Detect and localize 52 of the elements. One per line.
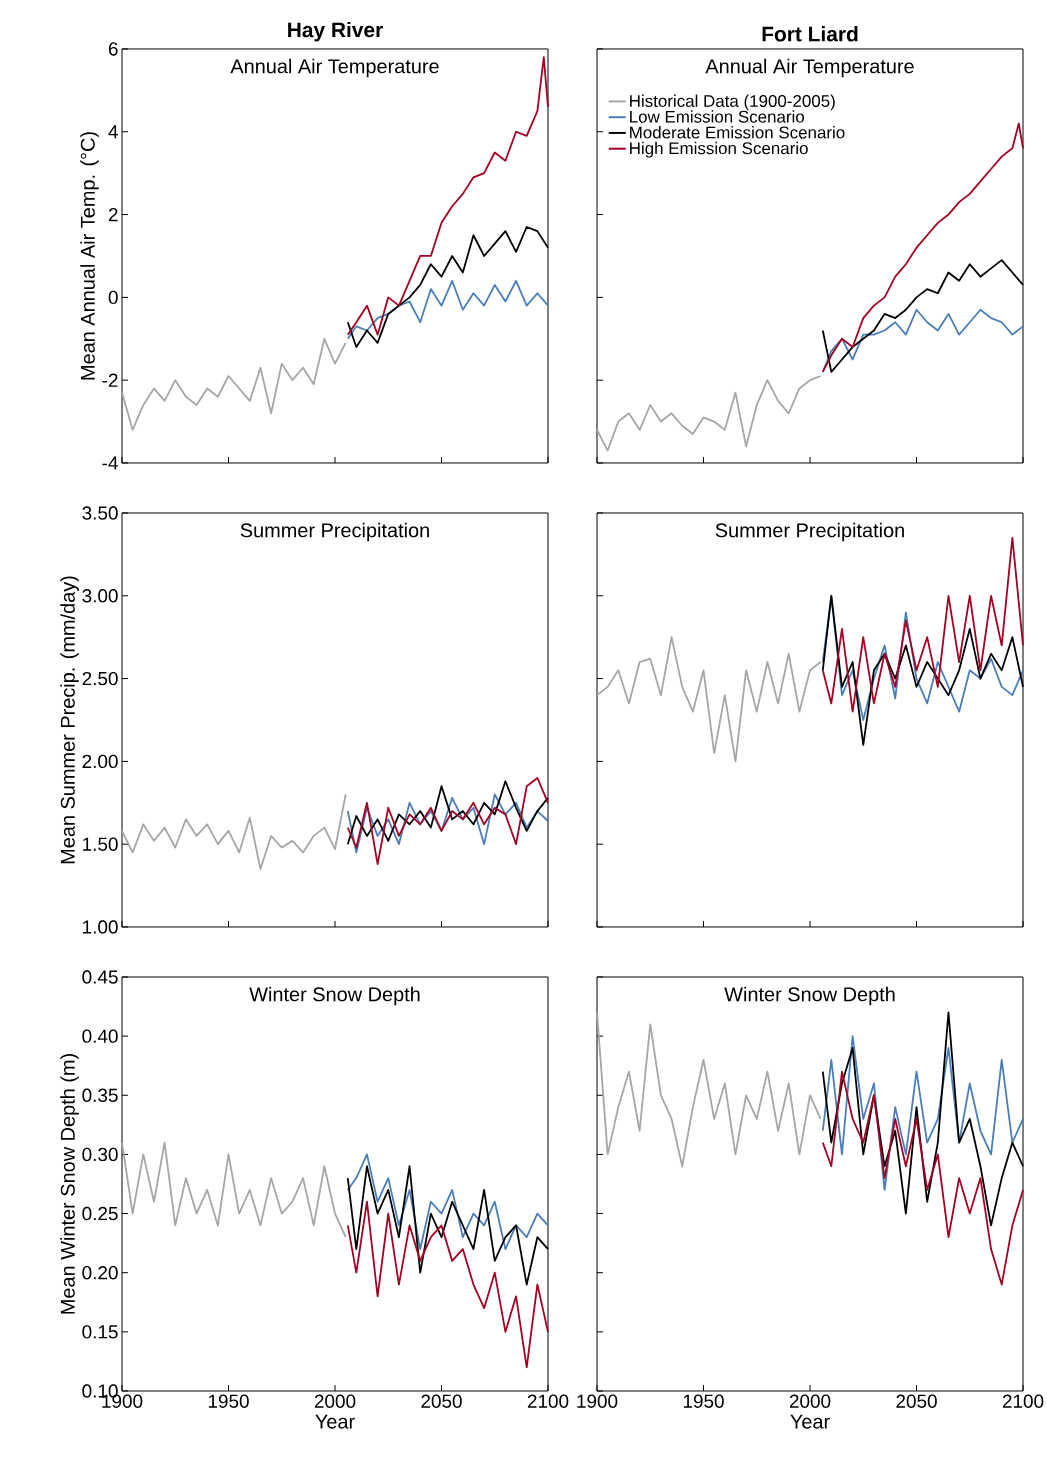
- x-axis-title: Year: [790, 1414, 830, 1429]
- y-tick-label: 2: [108, 207, 118, 222]
- chart-subtitle: Winter Snow Depth: [724, 986, 895, 1006]
- y-tick-label: 0.15: [82, 1325, 118, 1339]
- legend-label: High Emission Scenario: [629, 141, 808, 158]
- y-tick-label: 1.00: [82, 920, 118, 934]
- x-axis-title: Year: [315, 1414, 355, 1429]
- y-tick-label: 0.20: [82, 1266, 118, 1280]
- chart-subtitle: Annual Air Temperature: [230, 58, 439, 78]
- chart-subtitle: Summer Precipitation: [240, 522, 429, 542]
- line-series: [120, 1141, 347, 1239]
- y-axis-title: Mean Summer Precip. (mm/day): [60, 576, 79, 864]
- x-tick-label: 2100: [1002, 1394, 1044, 1408]
- line-series: [346, 279, 549, 340]
- y-tick-label: 2.50: [82, 671, 118, 686]
- y-tick-label: 0: [108, 290, 118, 305]
- y-tick-label: 0.25: [82, 1206, 118, 1221]
- line-series: [346, 777, 549, 865]
- y-tick-label: 4: [108, 125, 118, 139]
- y-tick-label: 0.30: [82, 1147, 118, 1162]
- x-tick-label: 2100: [527, 1394, 569, 1408]
- x-tick-label: 1950: [683, 1394, 724, 1408]
- x-tick-label: 2050: [896, 1394, 937, 1408]
- x-tick-label: 1950: [208, 1394, 249, 1408]
- line-series: [120, 793, 347, 870]
- y-tick-label: 0.45: [82, 970, 118, 984]
- y-axis-title: Mean Winter Snow Depth (m): [60, 1054, 79, 1314]
- legend-label: Historical Data (1900-2005): [629, 94, 835, 111]
- chart-title: Fort Liard: [762, 26, 858, 42]
- y-tick-label: 6: [108, 42, 118, 56]
- x-tick-label: 2000: [314, 1394, 356, 1408]
- y-tick-label: -2: [102, 373, 118, 387]
- chart-subtitle: Summer Precipitation: [715, 522, 904, 542]
- legend-label: Moderate Emission Scenario: [629, 126, 845, 139]
- chart-subtitle: Annual Air Temperature: [705, 58, 914, 78]
- x-tick-label: 2050: [421, 1394, 462, 1408]
- y-tick-label: 0.35: [82, 1088, 118, 1102]
- legend-label: Low Emission Scenario: [629, 110, 804, 123]
- y-tick-label: 1.50: [82, 837, 118, 851]
- y-axis-title: Mean Annual Air Temp. (°C): [80, 132, 99, 380]
- line-series: [346, 1200, 549, 1369]
- y-tick-label: 2.00: [82, 754, 118, 769]
- x-tick-label: 2000: [789, 1394, 831, 1408]
- y-tick-label: 3.50: [82, 506, 118, 520]
- line-series: [346, 1153, 549, 1250]
- y-tick-label: 0.40: [82, 1029, 118, 1043]
- y-tick-label: -4: [102, 456, 118, 470]
- line-series: [346, 793, 549, 854]
- x-tick-label: 1900: [577, 1394, 618, 1408]
- chart-title: Hay River: [287, 21, 383, 42]
- chart-subtitle: Winter Snow Depth: [249, 986, 420, 1006]
- y-tick-label: 3.00: [82, 589, 118, 603]
